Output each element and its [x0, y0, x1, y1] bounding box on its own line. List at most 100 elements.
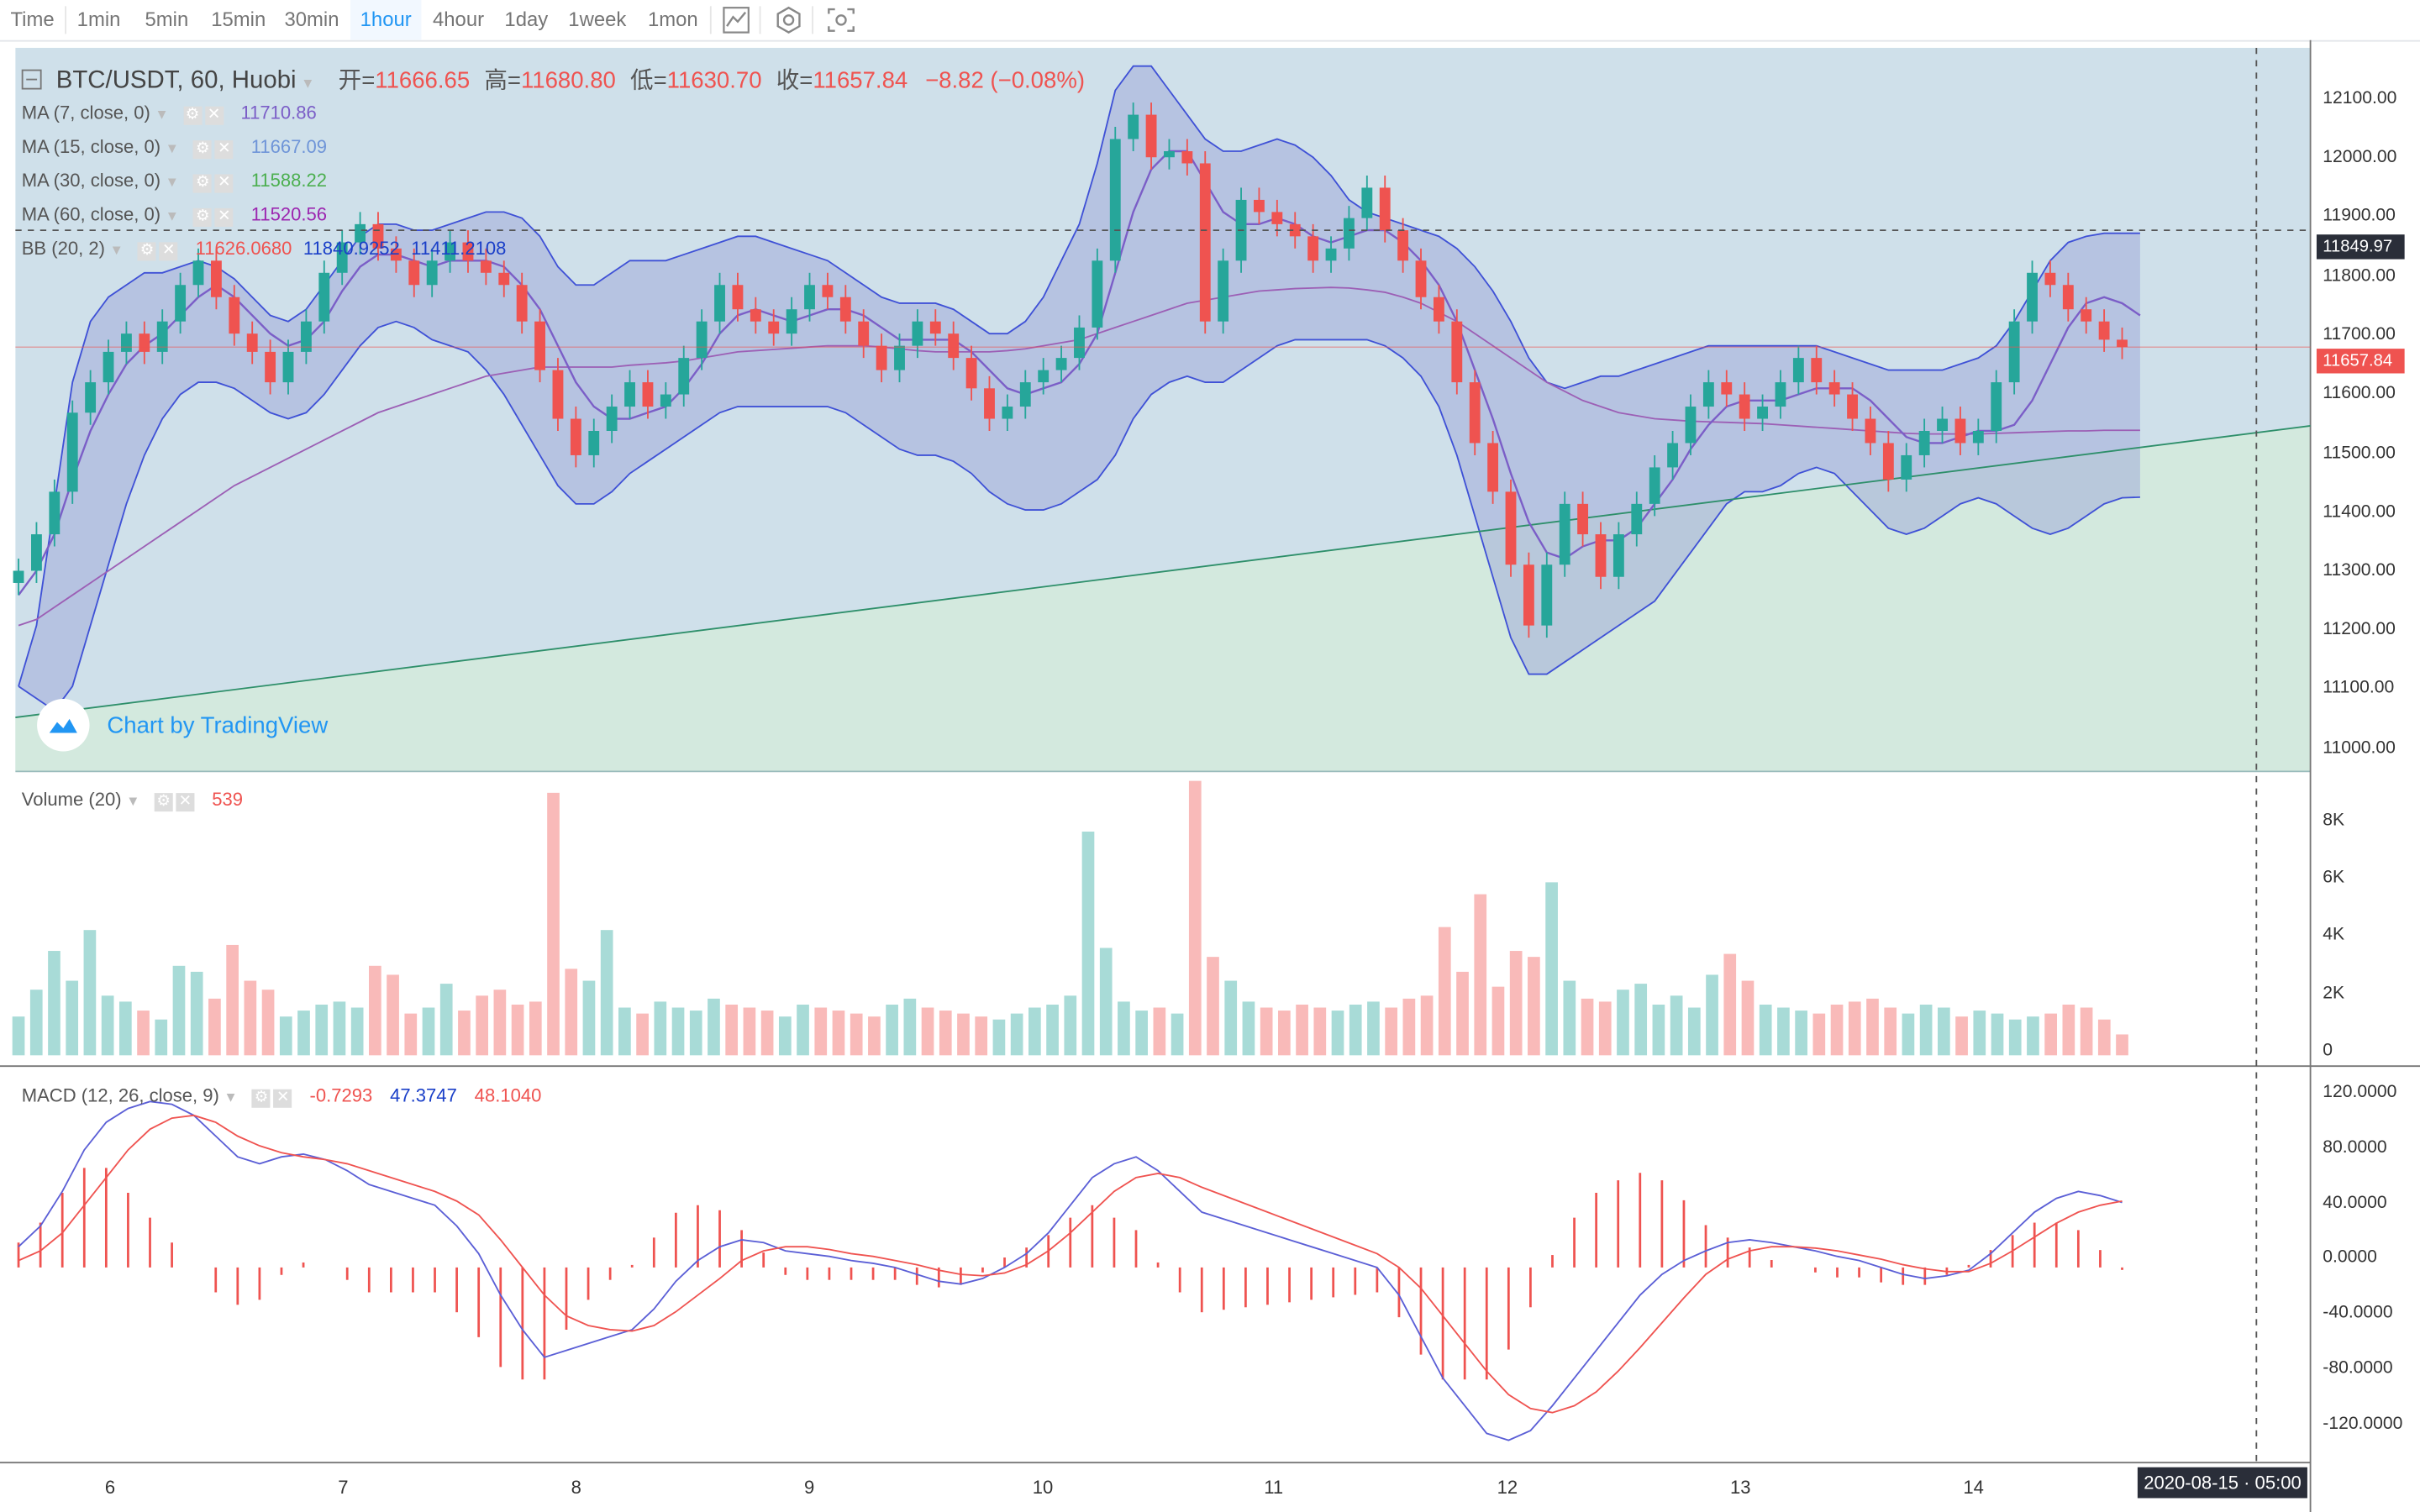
macd-legend[interactable]: MACD (12, 26, close, 9) ▼ ⚙ ✕ -0.7293 47.3… — [22, 1084, 541, 1108]
study-ma7[interactable]: MA (7, close, 0) ▼ ⚙ ✕ 11710.86 — [22, 102, 317, 125]
crosshair-time-tag: 2020-08-15 · 05:00 — [2137, 1467, 2308, 1499]
gear-icon[interactable]: ⚙ — [193, 207, 213, 227]
interval-1day[interactable]: 1day — [504, 8, 549, 31]
volume-bar — [600, 930, 613, 1056]
price-tick: 11500.00 — [2323, 444, 2396, 464]
candle-body — [2008, 321, 2020, 383]
volume-bar — [261, 990, 275, 1056]
screenshot-icon[interactable] — [824, 5, 858, 36]
chevron-down-icon[interactable]: ▼ — [126, 793, 140, 809]
close-icon[interactable]: ✕ — [176, 792, 195, 811]
gear-icon[interactable]: ⚙ — [182, 106, 202, 125]
candle-body — [1433, 297, 1444, 322]
symbol-title[interactable]: BTC/USDT, 60, Huobi — [55, 67, 297, 95]
chevron-down-icon[interactable]: ▼ — [301, 76, 315, 92]
tradingview-watermark[interactable]: Chart by TradingView — [37, 699, 328, 752]
chevron-down-icon[interactable]: ▼ — [109, 242, 124, 258]
volume-bar — [1509, 951, 1523, 1056]
volume-bar — [1099, 948, 1113, 1056]
volume-bar — [83, 930, 97, 1056]
candle-body — [1469, 382, 1481, 444]
volume-bar — [137, 1011, 150, 1056]
macd-line — [18, 1100, 2123, 1441]
candle-body — [1181, 151, 1193, 164]
volume-bar — [743, 1007, 756, 1056]
interval-1hour[interactable]: 1hour — [350, 0, 422, 40]
macd-tick: 40.0000 — [2323, 1194, 2387, 1213]
trendline — [15, 425, 2311, 718]
volume-bar — [636, 1013, 649, 1056]
interval-4hour[interactable]: 4hour — [432, 8, 485, 31]
chevron-down-icon[interactable]: ▼ — [165, 140, 180, 156]
chevron-down-icon[interactable]: ▼ — [165, 207, 180, 224]
interval-1mon[interactable]: 1mon — [647, 8, 698, 31]
price-tick: 11800.00 — [2323, 266, 2396, 286]
settings-icon[interactable] — [771, 5, 805, 36]
candle-body — [103, 351, 114, 383]
open-value: 11666.65 — [375, 67, 471, 95]
candle-body — [1631, 503, 1643, 535]
close-icon[interactable]: ✕ — [159, 241, 178, 260]
candle-body — [516, 285, 528, 322]
study-bb[interactable]: BB (20, 2) ▼ ⚙ ✕ 11626.0680 11840.9252 114… — [22, 238, 506, 260]
gear-icon[interactable]: ⚙ — [193, 173, 213, 192]
interval-30min[interactable]: 30min — [284, 8, 339, 31]
interval-time[interactable]: Time — [10, 8, 55, 31]
candle-body — [1649, 467, 1660, 504]
study-ma15[interactable]: MA (15, close, 0) ▼ ⚙ ✕ 11667.09 — [22, 136, 327, 159]
study-ma30[interactable]: MA (30, close, 0) ▼ ⚙ ✕ 11588.22 — [22, 170, 327, 192]
volume-bar — [529, 1001, 542, 1056]
candle-body — [786, 309, 797, 334]
gear-icon[interactable]: ⚙ — [138, 241, 157, 260]
study-ma60[interactable]: MA (60, close, 0) ▼ ⚙ ✕ 11520.56 — [22, 203, 328, 227]
volume-bar — [1687, 1007, 1701, 1056]
volume-bar — [1402, 998, 1416, 1056]
trend-zone-fill — [15, 425, 2311, 772]
close-icon[interactable]: ✕ — [204, 106, 224, 125]
gear-icon[interactable]: ⚙ — [251, 1089, 271, 1108]
interval-15min[interactable]: 15min — [211, 8, 266, 31]
gear-icon[interactable]: ⚙ — [154, 792, 173, 811]
candle-body — [1523, 564, 1534, 626]
candle-body — [210, 260, 222, 297]
macd-signal-line — [18, 1114, 2123, 1414]
candle-body — [120, 333, 132, 352]
volume-bar — [1028, 1007, 1041, 1056]
indicators-icon[interactable] — [719, 5, 753, 36]
collapse-icon[interactable] — [21, 70, 42, 91]
candle-body — [642, 382, 654, 407]
volume-bar — [1438, 927, 1451, 1056]
chevron-down-icon[interactable]: ▼ — [224, 1089, 238, 1105]
candle-body — [2062, 285, 2074, 310]
volume-bar — [1456, 971, 1469, 1056]
chevron-down-icon[interactable]: ▼ — [165, 174, 180, 190]
volume-bar — [1955, 1016, 1968, 1056]
volume-bar — [2008, 1019, 2022, 1056]
close-icon[interactable]: ✕ — [214, 173, 234, 192]
chevron-down-icon[interactable]: ▼ — [155, 106, 169, 123]
candle-body — [85, 382, 97, 413]
volume-bar — [155, 1019, 168, 1056]
volume-legend[interactable]: Volume (20) ▼ ⚙ ✕ 539 — [22, 789, 243, 811]
volume-bar — [244, 980, 257, 1056]
volume-bar — [1188, 780, 1202, 1056]
candle-body — [1128, 114, 1139, 139]
candle-body — [1361, 187, 1373, 218]
interval-1week[interactable]: 1week — [568, 8, 627, 31]
time-tick: 10 — [1032, 1476, 1054, 1499]
close-icon[interactable]: ✕ — [214, 207, 234, 227]
close-icon[interactable]: ✕ — [273, 1089, 292, 1108]
candle-body — [1937, 418, 1948, 431]
volume-bar — [172, 965, 186, 1056]
volume-bar — [1919, 1004, 1933, 1056]
close-icon[interactable]: ✕ — [214, 139, 234, 159]
candle-body — [49, 491, 60, 535]
volume-bar — [1224, 980, 1238, 1056]
high-label: 高= — [484, 67, 521, 95]
study-value: 11520.56 — [250, 203, 328, 226]
gear-icon[interactable]: ⚙ — [193, 139, 213, 159]
macd-tick: -40.0000 — [2323, 1304, 2393, 1323]
interval-1min[interactable]: 1min — [76, 8, 121, 31]
interval-5min[interactable]: 5min — [145, 8, 189, 31]
